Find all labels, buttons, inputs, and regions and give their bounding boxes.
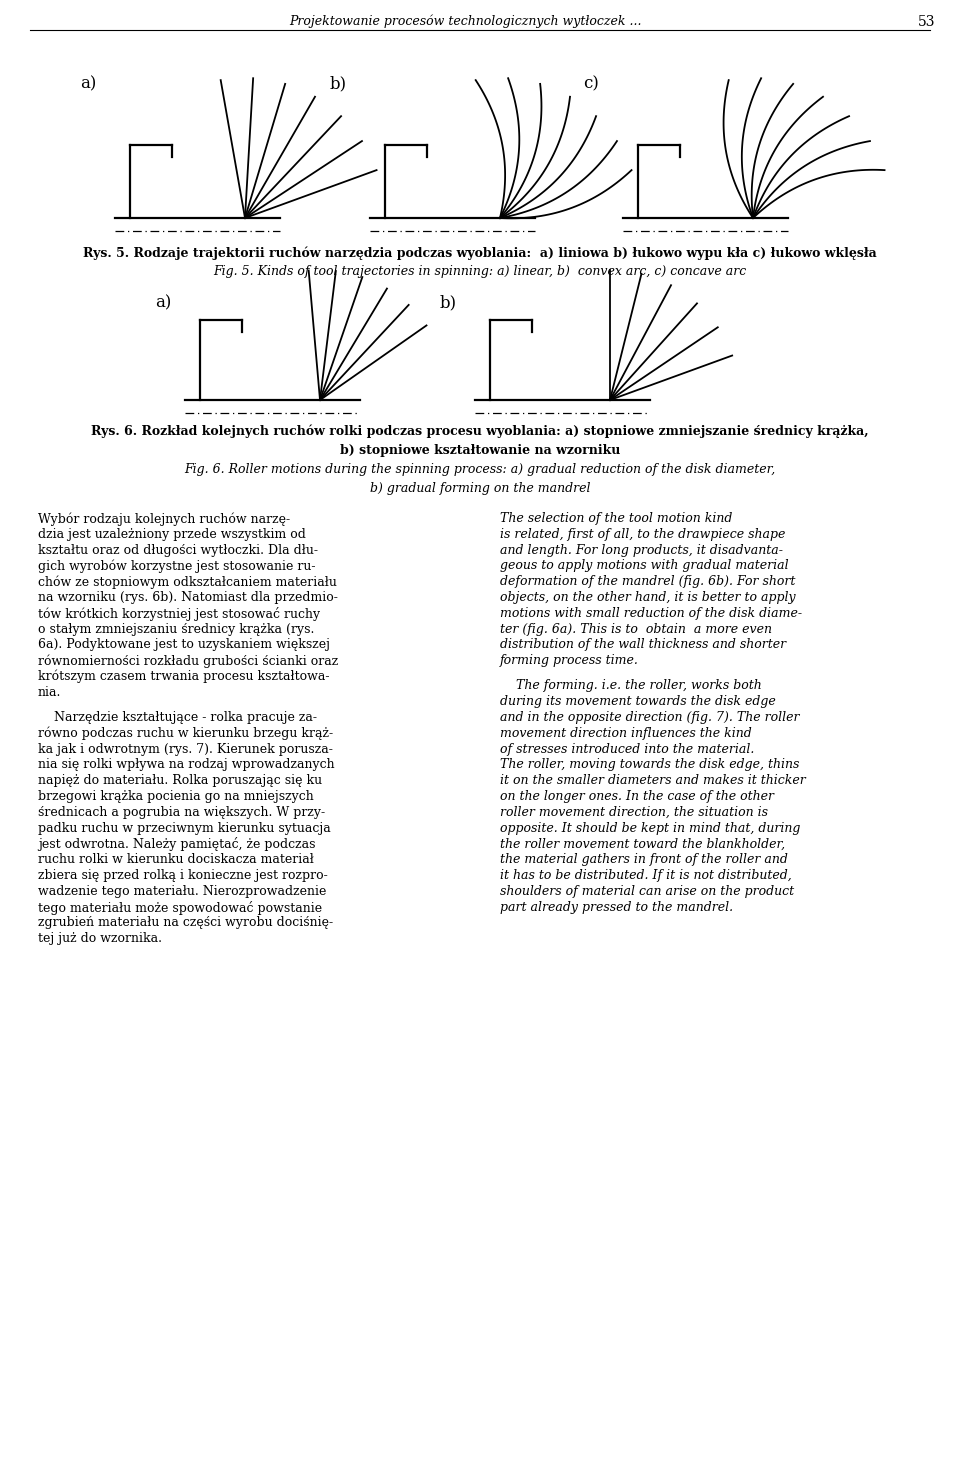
Text: ruchu rolki w kierunku dociskacza materiał: ruchu rolki w kierunku dociskacza materi…: [38, 853, 314, 866]
Text: a): a): [155, 294, 172, 311]
Text: is related, first of all, to the drawpiece shape: is related, first of all, to the drawpie…: [500, 528, 785, 540]
Text: średnicach a pogrubia na większych. W przy-: średnicach a pogrubia na większych. W pr…: [38, 806, 325, 819]
Text: padku ruchu w przeciwnym kierunku sytuacja: padku ruchu w przeciwnym kierunku sytuac…: [38, 822, 331, 835]
Text: wadzenie tego materiału. Nierozprowadzenie: wadzenie tego materiału. Nierozprowadzen…: [38, 885, 326, 898]
Text: it on the smaller diameters and makes it thicker: it on the smaller diameters and makes it…: [500, 774, 805, 787]
Text: during its movement towards the disk edge: during its movement towards the disk edg…: [500, 696, 776, 708]
Text: the material gathers in front of the roller and: the material gathers in front of the rol…: [500, 853, 788, 866]
Text: 53: 53: [918, 15, 935, 29]
Text: the roller movement toward the blankholder,: the roller movement toward the blankhold…: [500, 837, 785, 850]
Text: brzegowi krążka pocienia go na mniejszych: brzegowi krążka pocienia go na mniejszyc…: [38, 790, 314, 803]
Text: jest odwrotna. Należy pamiętać, że podczas: jest odwrotna. Należy pamiętać, że podcz…: [38, 837, 316, 851]
Text: opposite. It should be kept in mind that, during: opposite. It should be kept in mind that…: [500, 822, 801, 835]
Text: and in the opposite direction (fig. 7). The roller: and in the opposite direction (fig. 7). …: [500, 711, 800, 724]
Text: na wzorniku (rys. 6b). Natomiast dla przedmio-: na wzorniku (rys. 6b). Natomiast dla prz…: [38, 592, 338, 603]
Text: tej już do wzornika.: tej już do wzornika.: [38, 932, 162, 945]
Text: c): c): [583, 75, 599, 92]
Text: deformation of the mandrel (fig. 6b). For short: deformation of the mandrel (fig. 6b). Fo…: [500, 575, 796, 589]
Text: o stałym zmniejszaniu średnicy krążka (rys.: o stałym zmniejszaniu średnicy krążka (r…: [38, 622, 314, 636]
Text: nia.: nia.: [38, 686, 61, 699]
Text: geous to apply motions with gradual material: geous to apply motions with gradual mate…: [500, 559, 788, 573]
Text: Rys. 6. Rozkład kolejnych ruchów rolki podczas procesu wyoblania: a) stopniowe z: Rys. 6. Rozkład kolejnych ruchów rolki p…: [91, 426, 869, 439]
Text: roller movement direction, the situation is: roller movement direction, the situation…: [500, 806, 768, 819]
Text: The selection of the tool motion kind: The selection of the tool motion kind: [500, 512, 732, 526]
Text: chów ze stopniowym odkształcaniem materiału: chów ze stopniowym odkształcaniem materi…: [38, 575, 337, 589]
Text: Fig. 6. Roller motions during the spinning process: a) gradual reduction of the : Fig. 6. Roller motions during the spinni…: [184, 462, 776, 476]
Text: The forming. i.e. the roller, works both: The forming. i.e. the roller, works both: [500, 680, 761, 693]
Text: Rys. 5. Rodzaje trajektorii ruchów narzędzia podczas wyoblania:  a) liniowa b) ł: Rys. 5. Rodzaje trajektorii ruchów narzę…: [84, 247, 876, 260]
Text: równo podczas ruchu w kierunku brzegu krąż-: równo podczas ruchu w kierunku brzegu kr…: [38, 727, 333, 740]
Text: nia się rolki wpływa na rodzaj wprowadzanych: nia się rolki wpływa na rodzaj wprowadza…: [38, 759, 335, 772]
Text: ter (fig. 6a). This is to  obtain  a more even: ter (fig. 6a). This is to obtain a more …: [500, 622, 772, 636]
Text: of stresses introduced into the material.: of stresses introduced into the material…: [500, 743, 755, 756]
Text: zbiera się przed rolką i konieczne jest rozpro-: zbiera się przed rolką i konieczne jest …: [38, 869, 327, 882]
Text: 6a). Podyktowane jest to uzyskaniem większej: 6a). Podyktowane jest to uzyskaniem więk…: [38, 639, 330, 652]
Text: dzia jest uzależniony przede wszystkim od: dzia jest uzależniony przede wszystkim o…: [38, 528, 306, 540]
Text: tego materiału może spowodować powstanie: tego materiału może spowodować powstanie: [38, 901, 323, 915]
Text: ka jak i odwrotnym (rys. 7). Kierunek porusza-: ka jak i odwrotnym (rys. 7). Kierunek po…: [38, 743, 333, 756]
Text: b) stopniowe kształtowanie na wzorniku: b) stopniowe kształtowanie na wzorniku: [340, 443, 620, 457]
Text: part already pressed to the mandrel.: part already pressed to the mandrel.: [500, 901, 733, 913]
Text: on the longer ones. In the case of the other: on the longer ones. In the case of the o…: [500, 790, 774, 803]
Text: movement direction influences the kind: movement direction influences the kind: [500, 727, 752, 740]
Text: Fig. 5. Kinds of tool trajectories in spinning: a) linear, b)  convex arc, c) co: Fig. 5. Kinds of tool trajectories in sp…: [213, 266, 747, 277]
Text: napięż do materiału. Rolka poruszając się ku: napięż do materiału. Rolka poruszając si…: [38, 774, 323, 787]
Text: gich wyrobów korzystne jest stosowanie ru-: gich wyrobów korzystne jest stosowanie r…: [38, 559, 316, 573]
Text: równomierności rozkładu grubości ścianki oraz: równomierności rozkładu grubości ścianki…: [38, 655, 338, 668]
Text: motions with small reduction of the disk diame-: motions with small reduction of the disk…: [500, 606, 803, 619]
Text: kształtu oraz od długości wytłoczki. Dla dłu-: kształtu oraz od długości wytłoczki. Dla…: [38, 543, 318, 556]
Text: Wybór rodzaju kolejnych ruchów narzę-: Wybór rodzaju kolejnych ruchów narzę-: [38, 512, 290, 526]
Text: it has to be distributed. If it is not distributed,: it has to be distributed. If it is not d…: [500, 869, 792, 882]
Text: b): b): [440, 294, 457, 311]
Text: distribution of the wall thickness and shorter: distribution of the wall thickness and s…: [500, 639, 786, 652]
Text: Projektowanie procesów technologicznych wytłoczek ...: Projektowanie procesów technologicznych …: [289, 15, 641, 28]
Text: b): b): [330, 75, 348, 92]
Text: objects, on the other hand, it is better to apply: objects, on the other hand, it is better…: [500, 592, 796, 603]
Text: shoulders of material can arise on the product: shoulders of material can arise on the p…: [500, 885, 794, 898]
Text: zgrubień materiału na części wyrobu dociśnię-: zgrubień materiału na części wyrobu doci…: [38, 916, 333, 929]
Text: tów krótkich korzystniej jest stosować ruchy: tów krótkich korzystniej jest stosować r…: [38, 606, 320, 621]
Text: a): a): [80, 75, 96, 92]
Text: Narzędzie kształtujące - rolka pracuje za-: Narzędzie kształtujące - rolka pracuje z…: [38, 711, 317, 724]
Text: forming process time.: forming process time.: [500, 655, 638, 666]
Text: b) gradual forming on the mandrel: b) gradual forming on the mandrel: [370, 482, 590, 495]
Text: The roller, moving towards the disk edge, thins: The roller, moving towards the disk edge…: [500, 759, 800, 772]
Text: and length. For long products, it disadvanta-: and length. For long products, it disadv…: [500, 543, 783, 556]
Text: krótszym czasem trwania procesu kształtowa-: krótszym czasem trwania procesu kształto…: [38, 669, 329, 684]
